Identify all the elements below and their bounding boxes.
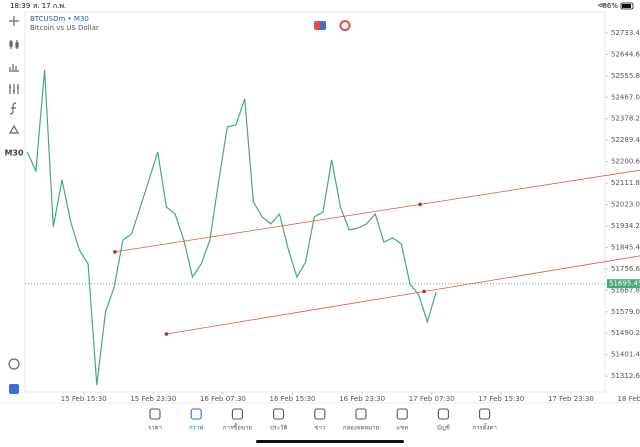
y-tick-label: 52289.40 xyxy=(611,136,640,144)
trade-tool[interactable] xyxy=(9,384,19,394)
left-toolbar: M30 xyxy=(4,16,24,394)
tab-label: แชท xyxy=(396,425,408,432)
tab-icon xyxy=(190,408,202,420)
tab-label: การซื้อขาย xyxy=(223,422,252,432)
tab-label: กล่องจดหมาย xyxy=(343,425,379,432)
y-tick-label: 51845.40 xyxy=(611,243,640,251)
timeframe-button[interactable]: M30 xyxy=(4,149,24,158)
y-tick-label: 51401.40 xyxy=(611,351,640,359)
current-price-label: 51695.45 xyxy=(609,280,640,288)
wifi-icon xyxy=(597,3,607,8)
tab[interactable]: กล่องจดหมาย xyxy=(343,408,379,432)
y-tick-label: 52467.00 xyxy=(611,93,640,101)
battery-fill xyxy=(622,4,631,8)
x-tick-label: 15 Feb 15:30 xyxy=(61,395,107,403)
status-date: ส. 17 ก.พ. xyxy=(33,2,66,10)
battery-icon xyxy=(620,2,634,10)
tab-label: กราฟ xyxy=(189,425,203,432)
function-tool[interactable] xyxy=(9,102,17,115)
chart-type-tool[interactable] xyxy=(9,40,19,49)
x-tick-label: 17 Feb 23:30 xyxy=(548,395,594,403)
tab[interactable]: บัญชี xyxy=(437,408,450,432)
buy-button[interactable] xyxy=(320,21,326,30)
x-tick-label: 15 Feb 23:30 xyxy=(130,395,176,403)
status-time: 18:39 xyxy=(10,2,30,10)
trendline-mid xyxy=(422,289,426,294)
tab[interactable]: การซื้อขาย xyxy=(223,408,252,432)
tab[interactable]: แชท xyxy=(396,408,408,432)
tab-icon xyxy=(231,408,243,420)
tab-icon xyxy=(149,408,161,420)
y-tick-label: 51667.80 xyxy=(611,286,640,294)
home-indicator xyxy=(256,440,404,443)
y-tick-label: 52023.00 xyxy=(611,201,640,209)
x-tick-label: 16 Feb 07:30 xyxy=(200,395,246,403)
y-tick-label: 51579.00 xyxy=(611,308,640,316)
trendline-mid xyxy=(418,202,422,207)
y-tick-label: 51934.20 xyxy=(611,222,640,230)
y-tick-label: 51756.60 xyxy=(611,265,640,273)
tab[interactable]: ประวัติ xyxy=(270,408,288,432)
trendline xyxy=(114,169,640,253)
tab-label: ประวัติ xyxy=(270,425,288,432)
tab-icon xyxy=(355,408,367,420)
tab[interactable]: ข่าว xyxy=(314,408,326,432)
tab[interactable]: กราฟ xyxy=(189,408,203,432)
objects-tool[interactable] xyxy=(8,124,20,134)
one-click-icon[interactable] xyxy=(339,20,351,31)
y-tick-label: 52111.80 xyxy=(611,179,640,187)
crosshair-tool[interactable] xyxy=(9,16,19,26)
chart-frame xyxy=(24,11,606,393)
tab-icon xyxy=(437,408,449,420)
y-tick-label: 51490.20 xyxy=(611,329,640,337)
tab[interactable]: ราคา xyxy=(148,408,162,432)
tab-icon xyxy=(273,408,285,420)
y-tick-label: 52644.60 xyxy=(611,50,640,58)
trendline xyxy=(166,255,640,335)
y-tick-label: 52733.40 xyxy=(611,29,640,37)
price-line xyxy=(26,69,437,386)
indicators-tool[interactable] xyxy=(9,64,19,72)
tab-label: การตั้งค่า xyxy=(472,422,496,432)
tab[interactable]: การตั้งค่า xyxy=(472,408,497,432)
x-tick-label: 16 Feb 15:30 xyxy=(270,395,316,403)
zoom-tool[interactable] xyxy=(8,358,20,370)
y-tick-label: 52378.20 xyxy=(611,115,640,123)
tab-icon xyxy=(314,408,326,420)
y-tick-label: 52555.80 xyxy=(611,72,640,80)
symbol-description: Bitcoin vs US Dollar xyxy=(30,24,99,32)
trendline-start xyxy=(113,250,117,254)
y-tick-label: 52200.60 xyxy=(611,158,640,166)
x-tick-label: 17 Feb 07:30 xyxy=(409,395,455,403)
tab-icon xyxy=(479,408,491,420)
symbol: BTCUSDm • M30 xyxy=(30,15,89,23)
battery-level: 86% xyxy=(602,2,618,10)
tab-label: ราคา xyxy=(148,425,162,432)
x-tick-label: 17 Feb 15:30 xyxy=(478,395,524,403)
y-tick-label: 51312.60 xyxy=(611,372,640,380)
tab-label: บัญชี xyxy=(437,424,450,432)
settings-tool[interactable] xyxy=(9,84,19,94)
tab-icon xyxy=(396,408,408,420)
current-price-box xyxy=(607,279,640,289)
tab-label: ข่าว xyxy=(314,425,325,432)
x-tick-label: 16 Feb 23:30 xyxy=(339,395,385,403)
trendline-start xyxy=(164,332,169,336)
x-tick-label: 18 Feb 07:30 xyxy=(618,395,640,403)
